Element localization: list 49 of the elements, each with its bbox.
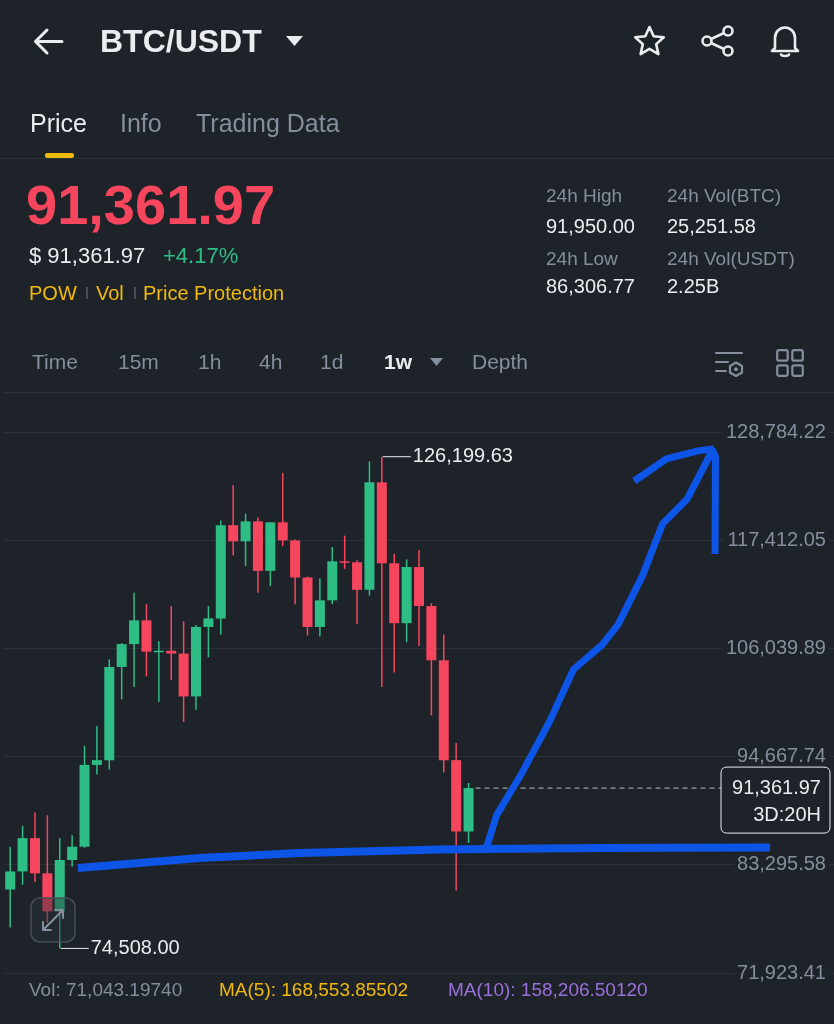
text: 4h xyxy=(259,349,283,375)
candlestick xyxy=(166,605,177,681)
text: POW xyxy=(29,281,77,305)
ref-line-label: 91,361.97 xyxy=(732,775,821,798)
annotation: 126,199.63 xyxy=(412,444,513,467)
text: Price xyxy=(30,108,87,138)
text: 91,950.00 xyxy=(546,214,635,238)
text: Time xyxy=(32,349,78,375)
candlestick xyxy=(129,591,140,688)
text: 1d xyxy=(320,349,344,375)
text: Vol xyxy=(96,281,124,305)
annotation: 74,508.00 xyxy=(90,935,180,958)
candlestick xyxy=(91,725,102,776)
text: MA(5): 168,553.85502 xyxy=(219,978,409,1002)
candlestick xyxy=(228,484,239,557)
text: 91,361.97 xyxy=(26,172,276,239)
text: Vol: 71,043.19740 xyxy=(29,978,183,1002)
candlestick xyxy=(339,534,350,570)
y-tick-label: 83,295.58 xyxy=(737,852,826,875)
y-tick-label: 94,667.74 xyxy=(737,744,826,767)
candlestick xyxy=(240,513,251,567)
text: Info xyxy=(120,108,162,138)
text: Price Protection xyxy=(143,281,285,305)
text: 25,251.58 xyxy=(667,214,756,238)
text: +4.17% xyxy=(163,242,239,270)
text: 86,306.77 xyxy=(546,274,635,298)
text: 24h Vol(USDT) xyxy=(667,247,795,271)
chart-title: BTC/USDT xyxy=(100,21,262,61)
text: 1h xyxy=(198,349,222,375)
text: 24h Low xyxy=(546,247,618,271)
y-tick-label: 71,923.41 xyxy=(737,960,826,983)
text: Depth xyxy=(472,349,529,375)
text: $ 91,361.97 xyxy=(29,242,146,270)
text: 1w xyxy=(384,349,413,375)
candlestick xyxy=(277,472,288,547)
text: 15m xyxy=(118,349,159,375)
candlestick xyxy=(5,845,16,929)
text: 24h Vol(BTC) xyxy=(667,184,782,208)
text: 24h High xyxy=(546,184,623,208)
text: 2.25B xyxy=(667,274,720,298)
text: Trading Data xyxy=(196,108,340,138)
y-tick-label: 117,412.05 xyxy=(727,527,826,550)
y-tick-label: 128,784.22 xyxy=(725,419,826,442)
candlestick xyxy=(203,605,214,659)
annotation: 3D:20H xyxy=(753,802,821,825)
candlestick xyxy=(116,642,127,701)
text: MA(10): 158,206.50120 xyxy=(448,978,648,1002)
candlestick xyxy=(67,834,78,868)
y-tick-label: 106,039.89 xyxy=(725,635,826,658)
